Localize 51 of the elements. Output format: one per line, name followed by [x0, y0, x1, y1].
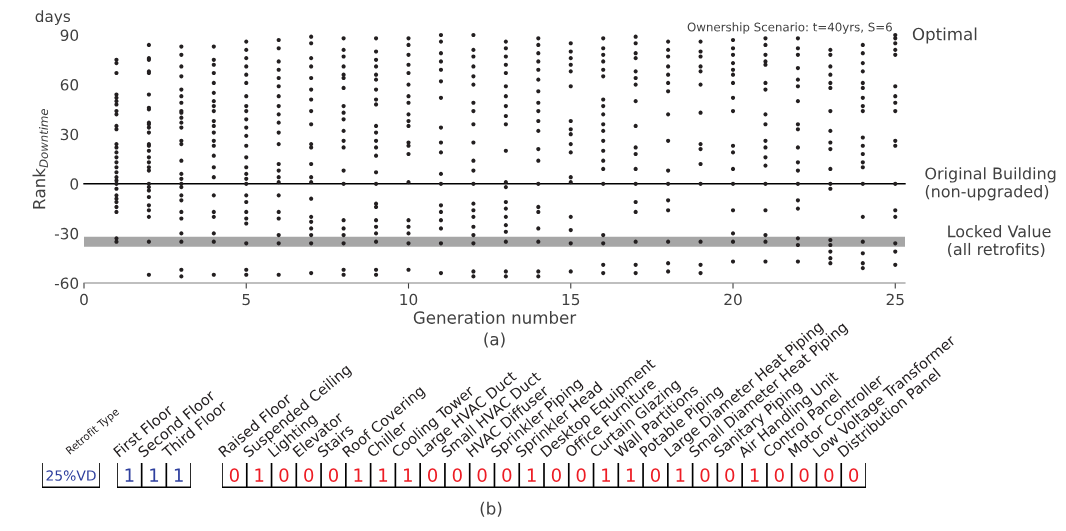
x-tick-label: 0: [80, 293, 88, 306]
text: Ownership Scenario: t=40yrs, S=6: [687, 22, 892, 34]
text: 0: [427, 468, 438, 482]
text: 1: [527, 468, 536, 482]
text: 0: [849, 468, 859, 482]
text: 1: [150, 468, 159, 482]
text: days: [35, 10, 71, 26]
y-tick-label: 0: [70, 178, 79, 190]
text: 1: [676, 468, 685, 482]
text: 0: [576, 468, 586, 482]
band-label: Locked Value (all retrofits): [948, 224, 1051, 258]
text: 0: [824, 468, 834, 482]
text: 0: [279, 468, 289, 482]
x-tick-label: 10: [400, 293, 418, 306]
text: 1: [174, 468, 183, 482]
ref-line-label: Original Building (non-upgraded): [925, 167, 1056, 201]
y-tick-label: 60: [60, 79, 79, 91]
text: 0: [328, 468, 339, 482]
annotation: Optimal: [912, 27, 977, 44]
y-axis-title: Rank$_{Downtime}$: [32, 109, 49, 209]
text: (b): [480, 501, 502, 517]
text: 1: [354, 468, 363, 482]
y-tick-label: 30: [60, 128, 79, 141]
text: 1: [125, 468, 134, 482]
x-axis-title: Generation number: [413, 310, 577, 324]
text: 1: [404, 468, 412, 482]
x-tick-label: 5: [242, 293, 250, 306]
y-tick-label: -60: [54, 277, 79, 290]
text: 1: [750, 468, 759, 482]
text: 0: [452, 468, 462, 482]
text: 1: [255, 468, 264, 482]
text: 1: [379, 468, 388, 482]
x-tick-label: 15: [562, 293, 580, 306]
text: 0: [650, 468, 661, 482]
text: 25%VD: [46, 470, 96, 481]
text: 0: [229, 468, 239, 482]
text: 0: [799, 468, 809, 482]
text: 1: [626, 468, 635, 482]
x-tick-label: 25: [886, 293, 904, 306]
text: 0: [551, 468, 561, 482]
text: 0: [477, 468, 487, 482]
y-tick-label: -30: [54, 227, 79, 240]
text: 1: [602, 468, 610, 482]
text: 0: [502, 468, 512, 482]
x-tick-label: 20: [724, 293, 742, 306]
text: 0: [700, 468, 710, 482]
text: (a): [484, 332, 505, 348]
y-tick-label: 90: [60, 29, 79, 42]
text: 0: [304, 468, 314, 482]
text: 0: [774, 468, 784, 482]
text: 0: [725, 468, 735, 482]
